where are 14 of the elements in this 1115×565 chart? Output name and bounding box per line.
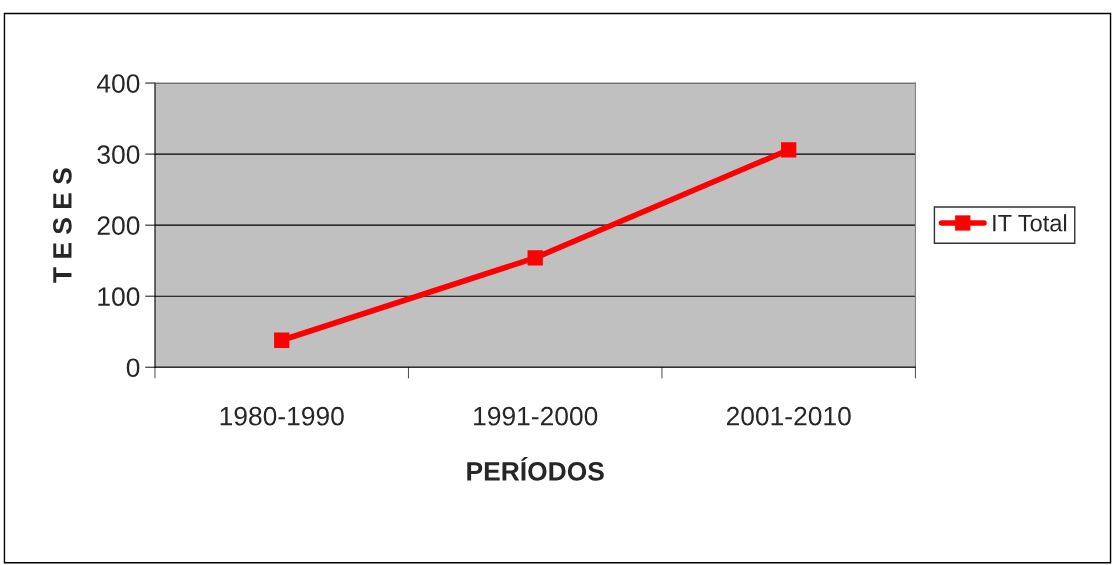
x-tick-label: 1991-2000	[474, 406, 598, 426]
point	[274, 332, 290, 348]
y-tick-label: 100	[98, 287, 140, 307]
x-tick-label: 1980-1990	[220, 406, 344, 426]
point	[781, 142, 797, 158]
y-axis-title: T E S E S	[53, 168, 72, 283]
y-tick-label: 200	[97, 216, 140, 235]
y-tick-label: 0	[126, 358, 140, 378]
x-axis-title: PERÍODOS	[467, 457, 604, 481]
x-tick-label: 2001-2010	[726, 406, 851, 426]
legend-label: IT Total	[993, 214, 1067, 232]
point	[527, 250, 543, 266]
y-tick-label: 400	[96, 74, 140, 93]
y-tick-label: 300	[97, 145, 140, 164]
